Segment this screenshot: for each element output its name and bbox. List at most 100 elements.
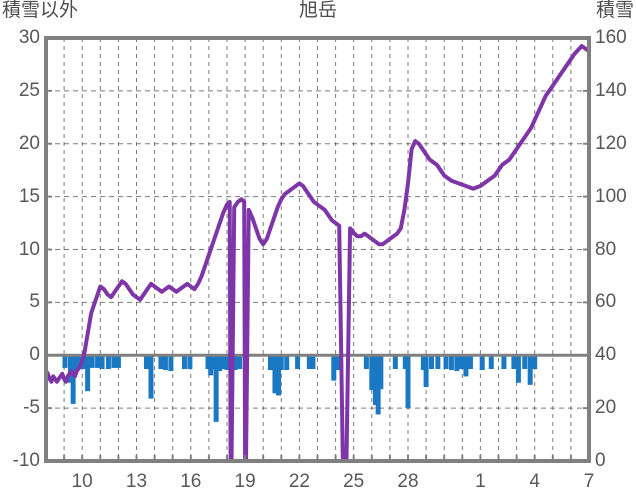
x-axis-tick-label: 22	[288, 471, 310, 492]
y2-axis-tick-label: 60	[595, 291, 617, 313]
y-axis-tick-label: 0	[29, 344, 40, 366]
bar	[515, 355, 521, 383]
bar	[295, 355, 301, 369]
y2-axis-tick-label: 160	[595, 27, 627, 48]
bar	[527, 355, 533, 385]
bar	[237, 355, 243, 369]
bar	[405, 355, 411, 409]
bar	[454, 355, 460, 372]
bar	[267, 355, 273, 371]
chart-title: 旭岳	[298, 0, 337, 21]
bar	[89, 355, 95, 368]
bar	[463, 355, 469, 377]
y2-axis-tick-label: 80	[595, 238, 617, 260]
bar	[62, 355, 68, 368]
y-axis-tick-label: -10	[12, 450, 40, 471]
x-axis-tick-label: 13	[125, 471, 148, 492]
x-axis-tick-label: 10	[71, 471, 93, 492]
bar	[522, 355, 528, 369]
bar	[181, 355, 187, 369]
bar	[70, 355, 76, 404]
snow-depth-line	[44, 43, 591, 463]
bar	[205, 355, 211, 369]
tick-marks	[45, 37, 590, 462]
bar	[423, 355, 429, 387]
y-axis-tick-label: 15	[18, 185, 40, 207]
y2-axis-tick-label: 40	[595, 344, 617, 366]
bar	[429, 355, 435, 369]
bar	[95, 355, 101, 368]
y2-axis-tick-label: 120	[595, 132, 627, 154]
y-axis-tick-label: 5	[29, 291, 40, 313]
bar	[85, 355, 91, 392]
bar	[158, 355, 164, 369]
bar	[402, 355, 408, 369]
bar	[435, 355, 441, 369]
gridlines	[46, 38, 589, 461]
right-axis-unit-label: 積雪	[595, 0, 634, 21]
bar	[208, 355, 214, 376]
bar	[458, 355, 464, 369]
x-axis-tick-label: 19	[234, 471, 256, 492]
bar	[210, 355, 216, 369]
x-axis-tick-label: 28	[397, 471, 419, 492]
x-axis-tick-label: 25	[343, 471, 365, 492]
bar	[532, 355, 538, 369]
bar	[310, 355, 316, 369]
x-axis-tick-label: 7	[583, 471, 595, 492]
bar	[272, 355, 278, 394]
x-axis-tick-label: 4	[529, 471, 540, 492]
x-axis-tick-label: 1	[475, 471, 486, 492]
bar	[511, 355, 517, 369]
bar	[111, 355, 117, 368]
bar	[375, 355, 381, 415]
bar	[331, 355, 337, 381]
bar	[284, 355, 290, 371]
bar	[232, 355, 238, 371]
bar	[363, 355, 369, 369]
bar	[448, 355, 454, 371]
bar	[378, 355, 384, 390]
left-axis-unit-label: 積雪以外	[2, 0, 79, 21]
y2-axis-tick-label: 0	[595, 450, 606, 471]
bar	[443, 355, 449, 369]
bar	[217, 355, 223, 372]
y-axis-tick-label: 20	[18, 132, 40, 154]
bar	[99, 355, 105, 369]
bar	[143, 355, 149, 369]
y-axis-tick-label: -5	[23, 397, 40, 419]
bar	[67, 355, 73, 383]
y-axis-tick-label: 25	[18, 79, 40, 101]
bar	[369, 355, 375, 391]
bar	[213, 355, 219, 422]
y2-axis-tick-label: 140	[595, 79, 627, 101]
bar	[82, 355, 88, 369]
bar	[334, 355, 340, 371]
bar	[220, 355, 226, 369]
y2-axis-tick-label: 20	[595, 397, 617, 419]
bar	[467, 355, 473, 369]
bar	[187, 355, 193, 369]
precipitation-bars	[62, 355, 538, 422]
bar	[392, 355, 398, 369]
bar	[224, 355, 230, 371]
bar	[306, 355, 312, 369]
bar	[420, 355, 426, 371]
bar	[488, 355, 494, 369]
bar	[148, 355, 154, 399]
bar	[479, 355, 485, 371]
bar	[115, 355, 121, 368]
bar	[75, 355, 81, 371]
x-axis-tick-label: 16	[180, 471, 202, 492]
bar	[372, 355, 378, 405]
bar	[276, 355, 282, 396]
y2-axis-tick-label: 100	[595, 185, 627, 207]
bar	[278, 355, 284, 371]
bar	[162, 355, 168, 371]
bar	[105, 355, 111, 369]
bar	[501, 355, 507, 369]
bar	[168, 355, 174, 372]
y-axis-tick-label: 30	[18, 27, 40, 48]
